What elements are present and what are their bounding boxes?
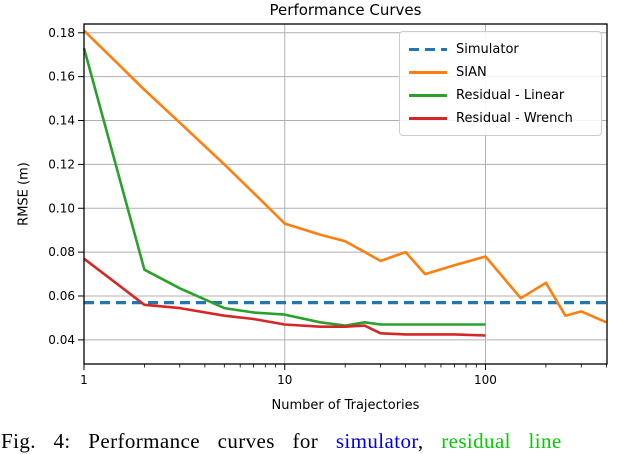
- legend-sample-line: [409, 48, 447, 51]
- y-tick-label: 0.16: [48, 70, 75, 84]
- y-axis-label: RMSE (m): [16, 162, 32, 226]
- y-tick-label: 0.14: [48, 114, 75, 128]
- chart-title: Performance Curves: [269, 1, 422, 19]
- legend-sample-line: [409, 117, 447, 120]
- legend-item-simulator: Simulator: [409, 38, 593, 61]
- legend-item-residual-wrench: Residual - Wrench: [409, 107, 593, 130]
- caption-separator: ,: [417, 429, 442, 453]
- series-line-residual-wrench: [83, 257, 486, 337]
- legend-label: Residual - Linear: [456, 88, 565, 103]
- y-tick-label: 0.10: [48, 201, 75, 215]
- legend-sample-line: [409, 71, 447, 74]
- y-tick-label: 0.06: [48, 289, 75, 303]
- x-tick-label: 10: [277, 373, 292, 387]
- plot-canvas: 0.04 0.06 0.08 0.10 0.12 0.14 0.16 0.18 1 10 100: [48, 23, 608, 387]
- legend-label: Simulator: [456, 42, 519, 57]
- y-tick-label: 0.12: [48, 157, 75, 171]
- series-line-residual-linear: [82, 47, 486, 327]
- legend-box: Simulator SIAN Residual - Linear Residual -…: [399, 31, 602, 136]
- caption-residual-link[interactable]: residual line: [441, 429, 562, 453]
- legend-label: Residual - Wrench: [456, 111, 573, 126]
- x-tick-label: 100: [474, 373, 497, 387]
- legend-sample-line: [409, 94, 447, 97]
- figure-caption: Fig. 4: Performance curves for simulator…: [1, 429, 640, 454]
- legend-label: SIAN: [456, 65, 487, 80]
- y-tick-label: 0.18: [48, 26, 75, 40]
- y-tick-label: 0.08: [48, 245, 75, 259]
- legend-item-sian: SIAN: [409, 61, 593, 84]
- x-tick-label: 1: [80, 373, 88, 387]
- x-axis-label: Number of Trajectories: [271, 398, 420, 413]
- caption-prefix: Fig. 4: Performance curves for: [1, 429, 336, 453]
- plot-border: [83, 23, 608, 365]
- caption-simulator-link[interactable]: simulator: [335, 429, 418, 453]
- legend-item-residual-linear: Residual - Linear: [409, 84, 593, 107]
- y-tick-label: 0.04: [48, 333, 75, 347]
- series-line-sian: [83, 29, 607, 324]
